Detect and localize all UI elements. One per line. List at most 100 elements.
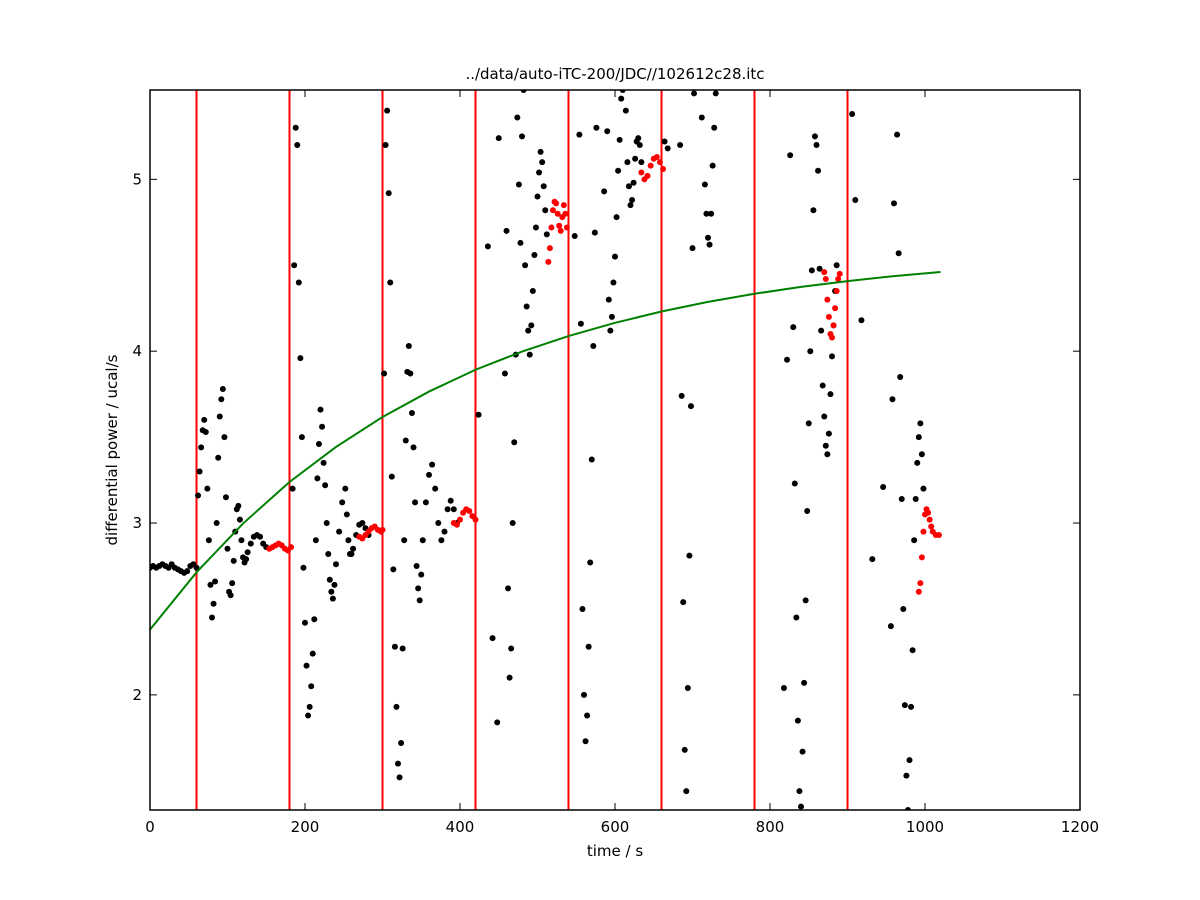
data-point [801,679,808,686]
data-point [331,581,338,588]
data-point [818,327,825,334]
data-point [796,788,803,795]
data-point [711,124,718,131]
data-point [708,210,715,217]
data-point [585,643,592,650]
x-axis-label: time / s [587,842,643,860]
data-point [532,224,539,231]
data-point [615,167,622,174]
data-point [399,645,406,652]
data-point [519,133,525,140]
data-point [610,279,617,286]
data-point [303,662,310,669]
data-point [348,550,355,557]
data-point [219,385,226,392]
data-point [661,138,668,145]
data-point [563,224,570,231]
y-axis-label: differential power / ucal/s [103,354,121,545]
data-point [622,107,629,114]
data-point [793,614,800,621]
data-point [784,356,791,363]
data-point [624,159,631,166]
data-point [385,190,392,197]
data-point [419,537,426,544]
data-point [644,172,651,179]
data-point [816,265,823,272]
data-point [901,702,908,709]
data-point [317,406,324,413]
data-point [312,537,319,544]
data-point [410,444,417,451]
data-point [412,499,419,506]
data-point [453,521,460,528]
data-point [297,355,304,362]
data-point [325,550,332,557]
data-point [625,183,632,190]
data-point [681,746,688,753]
data-point [821,269,828,276]
data-point [571,233,578,240]
data-point [630,179,637,186]
data-point [536,169,543,176]
data-point [213,520,220,527]
data-point [222,494,229,501]
data-point [678,392,685,399]
data-point [402,437,409,444]
data-point [627,202,634,209]
data-point [832,305,839,312]
data-point [408,410,415,417]
data-point [915,588,922,595]
data-point [584,712,591,719]
data-point [635,135,642,142]
x-tick-label: 600 [601,818,630,836]
data-point [887,623,894,630]
data-point [314,475,321,482]
data-point [616,136,623,143]
data-point [833,288,840,295]
data-point [829,334,835,341]
data-point [484,243,491,250]
data-point [395,760,401,767]
data-point [813,141,820,148]
data-point [579,605,586,612]
data-point [791,480,798,487]
data-point [587,559,594,566]
data-point [323,520,330,527]
data-point [607,327,614,334]
data-point [339,499,346,506]
data-point [836,270,843,277]
data-point [326,576,333,583]
data-point [415,585,422,592]
data-point [509,520,516,527]
data-point [802,597,809,604]
data-point [350,545,357,552]
data-point [804,508,811,515]
data-point [833,262,840,269]
data-point [908,703,915,710]
data-point [798,803,804,810]
data-point [698,114,705,121]
data-point [309,650,316,657]
data-point [302,619,308,626]
data-point [900,605,907,612]
data-point [407,370,414,377]
data-point [236,516,243,523]
y-tick-label: 3 [132,514,142,532]
data-point [829,353,835,360]
data-point [432,485,439,492]
plot-area [150,90,942,810]
data-point [554,210,561,217]
data-point [880,483,887,490]
data-point [429,461,436,468]
data-point [391,643,398,650]
data-point [457,516,463,523]
data-point [590,343,597,350]
data-point [212,578,219,585]
data-point [656,159,663,166]
data-point [780,684,787,691]
data-point [920,485,927,492]
data-point [292,124,299,131]
data-point [315,440,322,447]
data-point [289,485,296,492]
data-point [821,413,828,420]
